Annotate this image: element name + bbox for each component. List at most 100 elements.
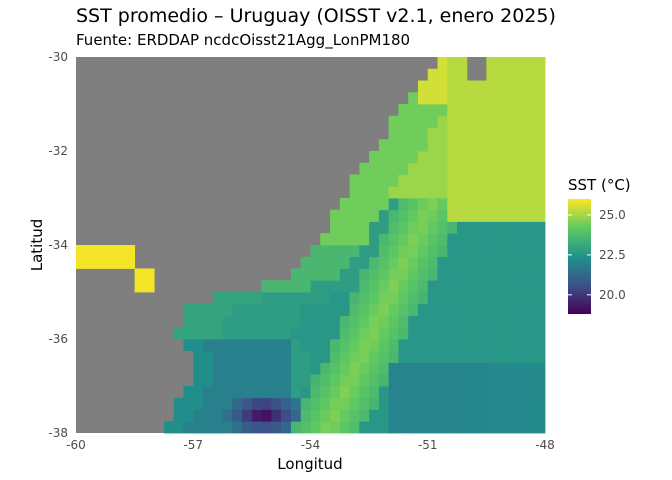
sst-cell bbox=[339, 198, 350, 211]
sst-cell bbox=[193, 397, 204, 410]
sst-cell bbox=[496, 339, 507, 352]
sst-cell bbox=[505, 209, 517, 222]
sst-cell bbox=[212, 350, 223, 363]
chart-title: SST promedio – Uruguay (OISST v2.1, ener… bbox=[76, 5, 556, 27]
sst-cell bbox=[505, 245, 517, 258]
sst-cell bbox=[203, 350, 214, 363]
sst-cell bbox=[359, 327, 370, 340]
sst-cell bbox=[427, 127, 438, 140]
sst-cell bbox=[496, 80, 507, 93]
sst-cell bbox=[320, 327, 331, 340]
sst-cell bbox=[427, 245, 438, 258]
sst-cell bbox=[242, 339, 253, 352]
sst-cell bbox=[427, 397, 438, 410]
sst-cell bbox=[515, 209, 526, 222]
sst-cell bbox=[525, 245, 536, 258]
sst-cell bbox=[535, 339, 546, 352]
sst-cell bbox=[300, 268, 311, 281]
sst-cell bbox=[408, 151, 419, 164]
sst-cell bbox=[388, 209, 399, 222]
sst-cell bbox=[398, 245, 409, 258]
sst-cell bbox=[447, 80, 458, 93]
sst-cell bbox=[281, 350, 292, 363]
sst-cell bbox=[290, 315, 302, 328]
sst-cell bbox=[388, 374, 399, 387]
sst-cell bbox=[437, 280, 448, 293]
sst-cell bbox=[388, 386, 399, 399]
sst-cell bbox=[505, 421, 517, 434]
sst-cell bbox=[515, 350, 526, 363]
sst-cell bbox=[535, 186, 546, 199]
sst-cell bbox=[388, 174, 399, 187]
sst-cell bbox=[505, 139, 517, 152]
sst-cell bbox=[535, 233, 546, 246]
sst-cell bbox=[515, 280, 526, 293]
x-tick-label: -48 bbox=[535, 438, 555, 452]
sst-cell bbox=[398, 115, 409, 128]
sst-cell bbox=[417, 139, 429, 152]
sst-cell bbox=[232, 374, 243, 387]
sst-cell bbox=[232, 421, 243, 434]
sst-cell bbox=[388, 268, 399, 281]
sst-cell bbox=[417, 186, 429, 199]
sst-cell bbox=[310, 315, 321, 328]
sst-cell bbox=[369, 327, 380, 340]
sst-cell bbox=[251, 397, 263, 410]
sst-cell bbox=[525, 421, 536, 434]
sst-cell bbox=[359, 315, 370, 328]
sst-cell bbox=[505, 397, 517, 410]
sst-cell bbox=[535, 92, 546, 105]
sst-cell bbox=[212, 374, 223, 387]
sst-cell bbox=[447, 174, 458, 187]
sst-cell bbox=[339, 421, 350, 434]
sst-cell bbox=[496, 421, 507, 434]
sst-cell bbox=[203, 386, 214, 399]
sst-cell bbox=[535, 151, 546, 164]
sst-cell bbox=[359, 233, 370, 246]
sst-cell bbox=[300, 397, 311, 410]
sst-cell bbox=[339, 292, 350, 305]
sst-cell bbox=[203, 421, 214, 434]
sst-cell bbox=[281, 421, 292, 434]
sst-cell bbox=[300, 350, 311, 363]
sst-cell bbox=[369, 409, 380, 422]
sst-cell bbox=[232, 397, 243, 410]
sst-cell bbox=[417, 268, 429, 281]
sst-cell bbox=[378, 362, 390, 375]
sst-cell bbox=[261, 292, 272, 305]
sst-cell bbox=[427, 315, 438, 328]
sst-cell bbox=[369, 209, 380, 222]
sst-cell bbox=[408, 397, 419, 410]
sst-cell bbox=[476, 280, 487, 293]
sst-cell bbox=[388, 421, 399, 434]
sst-cell bbox=[486, 68, 497, 81]
sst-cell bbox=[476, 92, 487, 105]
sst-cell bbox=[398, 280, 409, 293]
sst-cell bbox=[427, 386, 438, 399]
sst-cell bbox=[437, 386, 448, 399]
sst-cell bbox=[408, 186, 419, 199]
sst-cell bbox=[320, 256, 331, 269]
sst-cell bbox=[466, 221, 478, 234]
sst-cell bbox=[349, 397, 360, 410]
sst-cell bbox=[320, 339, 331, 352]
sst-cell bbox=[535, 409, 546, 422]
sst-cell bbox=[417, 374, 429, 387]
sst-cell bbox=[525, 162, 536, 175]
sst-cell bbox=[505, 57, 517, 70]
sst-cell bbox=[417, 198, 429, 211]
sst-cell bbox=[476, 174, 487, 187]
sst-cell bbox=[525, 303, 536, 316]
sst-cell bbox=[242, 374, 253, 387]
sst-cell bbox=[525, 198, 536, 211]
sst-cell bbox=[271, 292, 282, 305]
sst-cell bbox=[330, 350, 341, 363]
sst-cell bbox=[408, 139, 419, 152]
sst-cell bbox=[193, 421, 204, 434]
colorbar-legend: SST (°C) 20.0 22.5 25.0 bbox=[568, 176, 631, 314]
sst-cell bbox=[427, 292, 438, 305]
sst-cell bbox=[457, 350, 468, 363]
sst-cell bbox=[496, 186, 507, 199]
sst-cell bbox=[457, 233, 468, 246]
sst-cell bbox=[320, 409, 331, 422]
